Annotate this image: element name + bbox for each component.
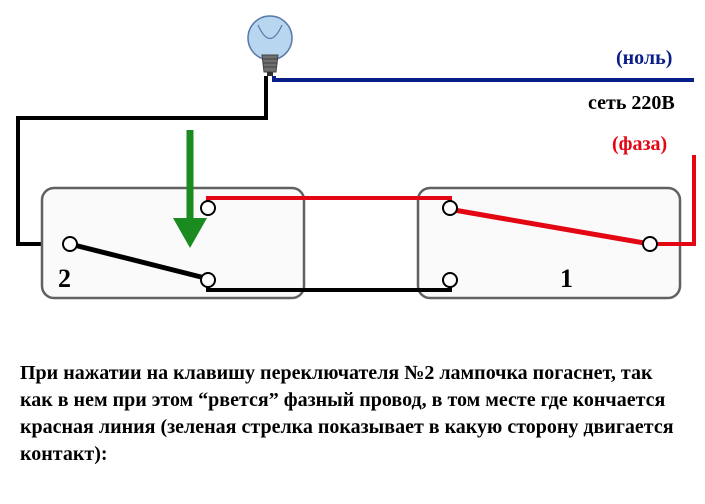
switch-box-2 [42, 188, 304, 298]
light-bulb-icon [248, 16, 292, 76]
switch1-number: 1 [560, 264, 573, 294]
neutral-wire [274, 76, 694, 80]
caption-text: При нажатии на клавишу переключателя №2 … [20, 360, 685, 468]
wiring-diagram [0, 0, 705, 330]
phase-label: (фаза) [612, 133, 667, 156]
switch2-number: 2 [58, 264, 71, 294]
mains-label: сеть 220В [588, 92, 675, 115]
neutral-label: (ноль) [616, 47, 672, 70]
